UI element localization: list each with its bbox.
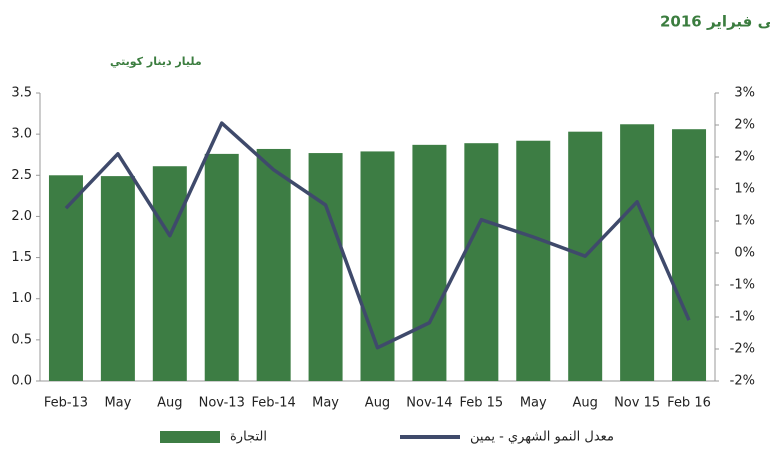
y2-tick-label: 1% — [734, 214, 755, 229]
y2-tick-label: -2% — [730, 342, 755, 357]
y2-tick-label: 2% — [734, 150, 755, 165]
bar — [100, 176, 135, 381]
x-tick-label: Aug — [572, 396, 597, 411]
bar — [412, 144, 447, 381]
y-tick-label: 1.5 — [11, 250, 32, 265]
bar — [256, 148, 291, 381]
y2-tick-label: 1% — [734, 182, 755, 197]
y-tick-label: 0.5 — [11, 332, 32, 347]
y2-tick-label: -1% — [730, 278, 755, 293]
y2-tick-label: -1% — [730, 310, 755, 325]
bar — [308, 153, 343, 381]
y2-tick-label: -2% — [730, 374, 755, 389]
x-tick-label: Feb-13 — [44, 396, 88, 411]
y-tick-label: 0.0 — [11, 374, 32, 389]
y-tick-label: 3.5 — [11, 86, 32, 101]
legend-swatch — [160, 431, 220, 443]
x-tick-label: May — [312, 396, 339, 411]
bar — [464, 143, 499, 381]
bar — [204, 153, 239, 381]
x-tick-label: Nov 15 — [614, 396, 660, 411]
x-tick-label: Feb 16 — [667, 396, 711, 411]
x-tick-label: Nov-14 — [406, 396, 452, 411]
y-axis-label: مليار دينار كويتي — [110, 55, 202, 68]
x-tick-label: Aug — [157, 396, 182, 411]
chart-title: تطور حجم الائتمان الممنوح لقطاع التجارة … — [660, 13, 770, 31]
legend-label: معدل النمو الشهري - يمين — [470, 430, 614, 445]
legend-label: التجارة — [230, 430, 267, 445]
bar — [620, 124, 655, 382]
bar — [516, 140, 551, 381]
line — [64, 121, 691, 350]
y2-tick-label: 2% — [734, 118, 755, 133]
bar — [48, 175, 83, 381]
x-tick-label: Aug — [365, 396, 390, 411]
y-tick-label: 1.0 — [11, 291, 32, 306]
y-tick-label: 2.0 — [11, 209, 32, 224]
y2-tick-label: 3% — [734, 86, 755, 101]
y2-tick-label: 0% — [734, 246, 755, 261]
y-tick-label: 2.5 — [11, 168, 32, 183]
x-tick-label: Feb-14 — [252, 396, 296, 411]
y-tick-label: 3.0 — [11, 127, 32, 142]
bar — [672, 129, 707, 381]
x-tick-label: Feb 15 — [459, 396, 503, 411]
x-tick-label: Nov-13 — [199, 396, 245, 411]
x-tick-label: May — [104, 396, 131, 411]
x-tick-label: May — [520, 396, 547, 411]
bar — [152, 166, 187, 381]
